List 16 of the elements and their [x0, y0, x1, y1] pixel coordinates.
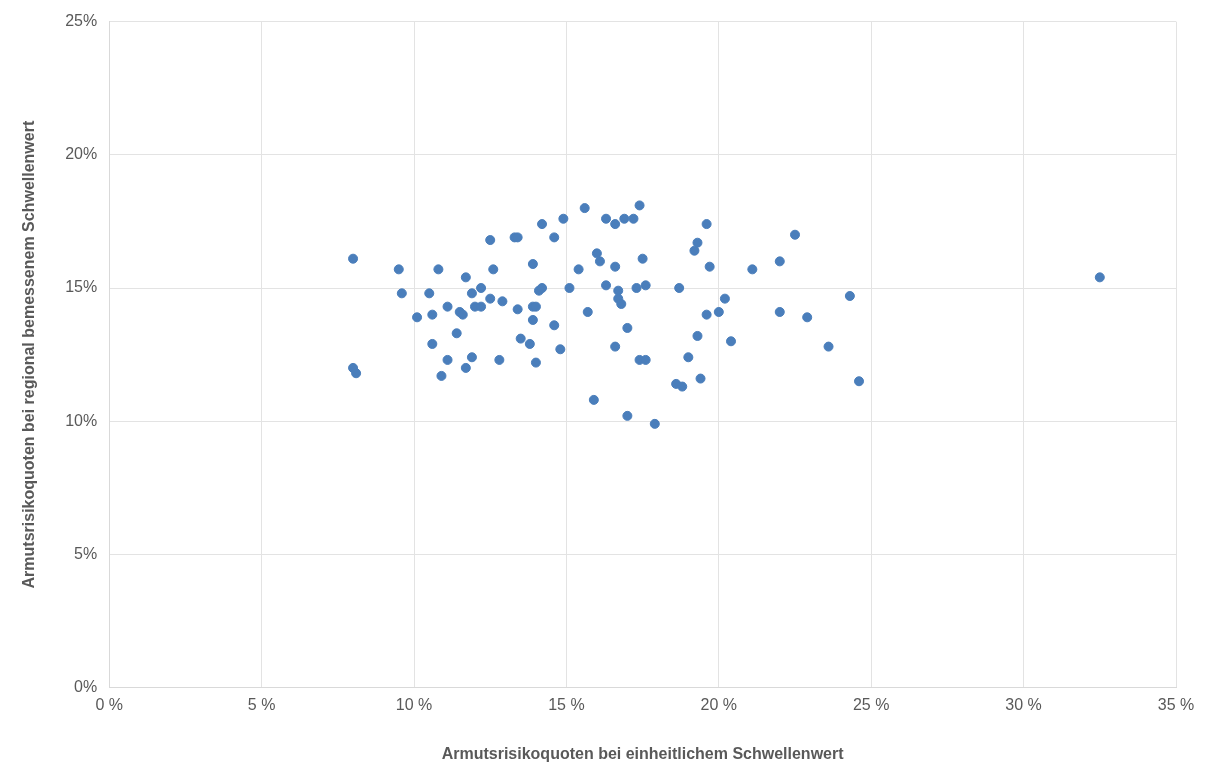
y-tick-label: 5%: [74, 544, 98, 562]
x-tick-label: 35 %: [1157, 695, 1195, 713]
x-axis-title: Armutsrisikoquoten bei einheitlichem Schwellenwert: [441, 744, 845, 762]
y-tick-label: 10%: [65, 411, 98, 429]
x-tick-label: 25 %: [852, 695, 890, 713]
y-tick-label: 20%: [65, 145, 98, 163]
x-tick-label: 10 %: [395, 695, 433, 713]
y-tick-label: 25%: [65, 12, 98, 30]
x-tick-label: 15 %: [548, 695, 585, 713]
x-tick-label: 5 %: [247, 695, 276, 713]
y-tick-label: 0%: [74, 678, 98, 696]
y-tick-label: 15%: [65, 278, 98, 296]
x-tick-label: 0 %: [95, 695, 124, 713]
x-tick-label: 20 %: [700, 695, 738, 713]
y-axis-title: Armutsrisikoquoten bei regional bemessenem Schwellenwert: [20, 120, 38, 589]
x-tick-label: 30 %: [1005, 695, 1042, 713]
